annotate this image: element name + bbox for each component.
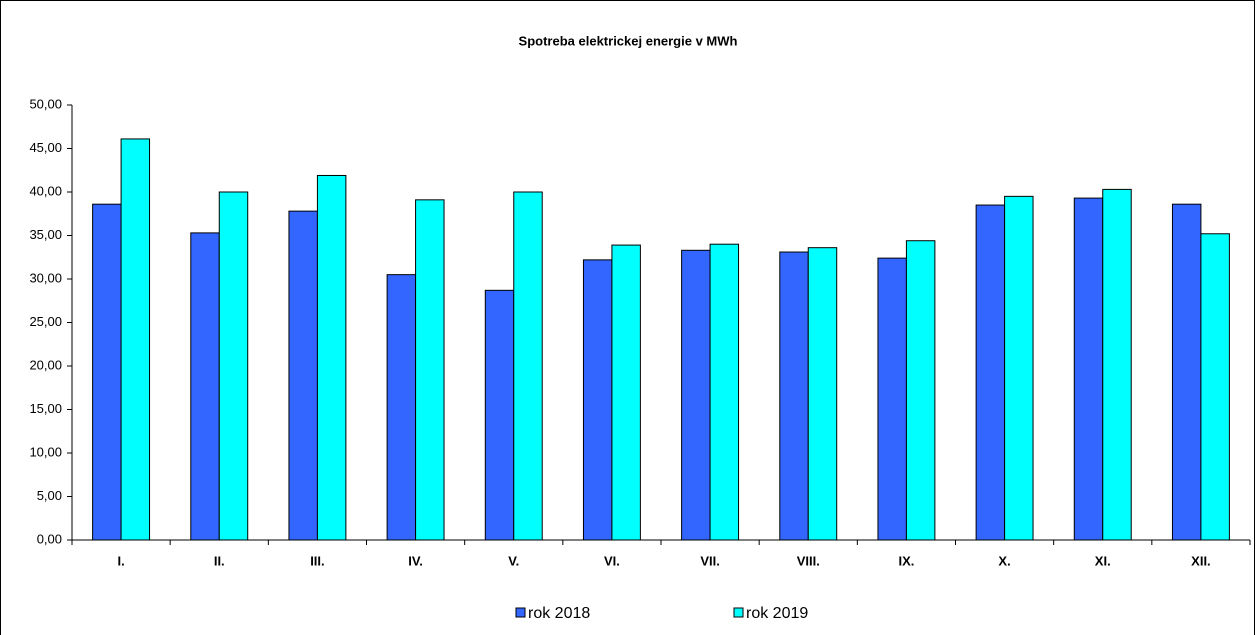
y-tick-label: 10,00 — [29, 444, 62, 459]
legend-swatch — [515, 607, 526, 618]
y-tick-label: 5,00 — [37, 488, 62, 503]
legend-label: rok 2018 — [528, 605, 590, 622]
bar — [120, 138, 151, 541]
bar — [484, 289, 515, 541]
bar — [288, 210, 318, 541]
bar — [92, 203, 122, 541]
bar — [316, 174, 347, 541]
x-tick-label: XI. — [1095, 553, 1111, 568]
bar — [905, 240, 936, 541]
bar — [513, 191, 543, 541]
x-tick-label: VIII. — [797, 553, 820, 568]
x-tick-label: X. — [998, 553, 1010, 568]
x-tick-label: VI. — [604, 553, 620, 568]
bar — [1171, 203, 1202, 541]
y-tick-label: 50,00 — [29, 96, 62, 111]
bar — [807, 247, 838, 541]
bar — [709, 243, 740, 541]
x-tick-label: II. — [214, 553, 225, 568]
y-tick-label: 40,00 — [29, 183, 62, 198]
x-tick-label: IX. — [898, 553, 914, 568]
y-tick-label: 0,00 — [37, 531, 62, 546]
y-tick-label: 15,00 — [29, 401, 62, 416]
bar — [975, 204, 1006, 541]
bar — [1073, 197, 1104, 541]
x-tick-label: IV. — [408, 553, 423, 568]
y-tick-label: 20,00 — [29, 357, 62, 372]
bar — [1200, 233, 1230, 541]
bar — [218, 191, 249, 541]
bar — [415, 199, 445, 541]
bar — [1004, 195, 1034, 541]
bar — [1102, 188, 1132, 541]
y-tick-label: 35,00 — [29, 227, 62, 242]
bar — [611, 244, 641, 541]
bar — [779, 251, 809, 541]
bar — [386, 274, 417, 541]
legend-label: rok 2019 — [746, 605, 808, 622]
bar — [582, 259, 613, 541]
x-tick-label: VII. — [700, 553, 720, 568]
bar — [877, 257, 907, 541]
x-tick-label: III. — [310, 553, 324, 568]
y-tick-label: 30,00 — [29, 270, 62, 285]
legend-swatch — [733, 607, 744, 618]
x-tick-label: XII. — [1191, 553, 1211, 568]
y-tick-label: 25,00 — [29, 314, 62, 329]
chart-title: Spotreba elektrickej energie v MWh — [519, 33, 738, 48]
y-tick-label: 45,00 — [29, 140, 62, 155]
x-tick-label: I. — [117, 553, 124, 568]
bar — [681, 249, 711, 541]
x-tick-label: V. — [508, 553, 519, 568]
bar — [190, 232, 220, 541]
